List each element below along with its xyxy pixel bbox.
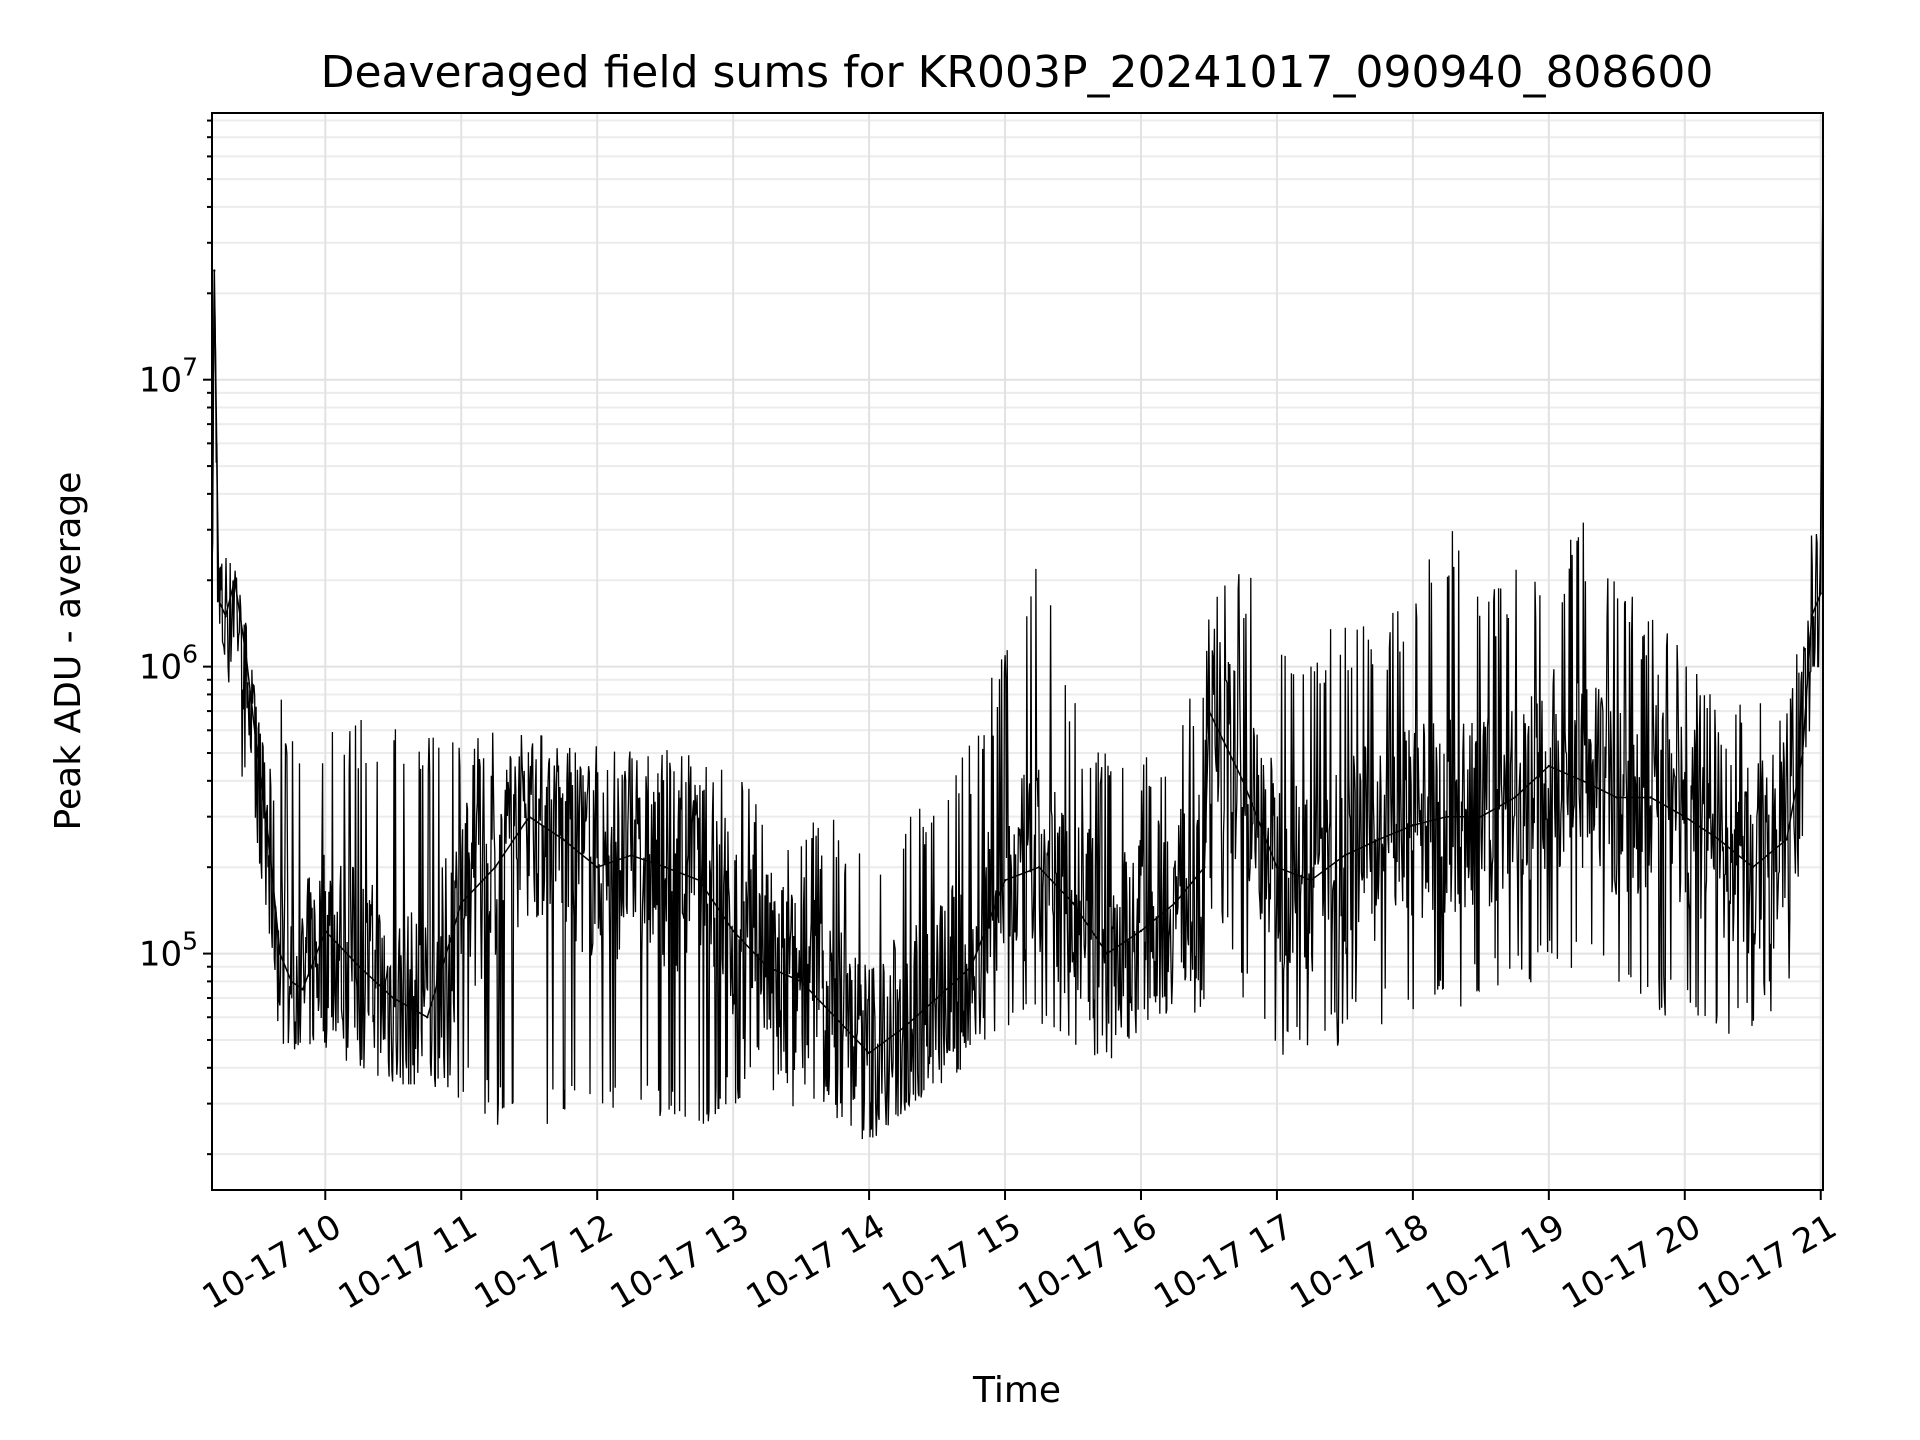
data-point bbox=[1139, 929, 1143, 933]
y-axis-label: Peak ADU - average bbox=[48, 472, 89, 831]
data-point bbox=[630, 854, 633, 857]
data-point bbox=[833, 1016, 837, 1019]
data-point bbox=[765, 965, 769, 968]
data-point bbox=[1801, 751, 1804, 755]
y-tick-label: 106 bbox=[139, 640, 198, 688]
data-point bbox=[290, 980, 293, 983]
data-point bbox=[1275, 866, 1279, 869]
data-point bbox=[1581, 779, 1585, 782]
plot-data bbox=[210, 155, 1825, 1140]
data-point bbox=[358, 965, 361, 968]
data-point bbox=[213, 269, 216, 272]
data-point bbox=[901, 1026, 905, 1030]
data-point bbox=[1037, 866, 1041, 869]
data-point bbox=[1751, 866, 1755, 869]
data-point bbox=[1547, 764, 1551, 768]
data-point bbox=[224, 614, 227, 618]
data-point bbox=[233, 579, 236, 582]
data-point bbox=[1479, 815, 1483, 818]
data-point bbox=[244, 653, 248, 656]
data-point bbox=[392, 996, 395, 1000]
data-point bbox=[1785, 838, 1788, 841]
data-point bbox=[969, 965, 973, 968]
x-axis-label: Time bbox=[972, 1370, 1061, 1411]
data-point bbox=[1615, 796, 1619, 799]
data-point bbox=[698, 879, 701, 882]
data-point bbox=[1513, 796, 1517, 799]
data-point bbox=[426, 1016, 429, 1019]
data-point bbox=[1003, 879, 1007, 882]
data-point bbox=[1203, 866, 1206, 869]
data-point bbox=[1810, 614, 1813, 618]
data-point bbox=[1445, 815, 1449, 818]
data-point bbox=[301, 988, 304, 991]
data-point bbox=[1343, 854, 1347, 857]
data-point bbox=[664, 866, 667, 869]
series-noise-trace bbox=[211, 206, 1824, 1140]
data-point bbox=[1207, 709, 1211, 713]
y-tick-label: 107 bbox=[139, 353, 198, 401]
chart-title: Deaveraged field sums for KR003P_2024101… bbox=[321, 47, 1714, 98]
data-point bbox=[731, 929, 735, 933]
data-point bbox=[596, 866, 599, 869]
data-point bbox=[1819, 592, 1822, 595]
data-point bbox=[867, 1051, 871, 1055]
data-point bbox=[1649, 796, 1653, 799]
data-point bbox=[1377, 838, 1381, 841]
data-point bbox=[1309, 879, 1313, 882]
data-point bbox=[1683, 815, 1687, 818]
data-point bbox=[935, 996, 939, 1000]
data-point bbox=[562, 838, 565, 841]
data-point bbox=[324, 929, 327, 933]
data-point bbox=[1105, 952, 1109, 955]
data-point bbox=[256, 751, 259, 755]
data-point bbox=[217, 599, 220, 602]
y-tick-label: 105 bbox=[139, 927, 198, 975]
y-axis-ticks: 105 106 107 bbox=[139, 119, 212, 1156]
data-point bbox=[1717, 838, 1721, 841]
data-point bbox=[267, 838, 270, 841]
data-point bbox=[528, 815, 531, 818]
data-point bbox=[1241, 779, 1245, 782]
data-point bbox=[1173, 901, 1177, 905]
data-point bbox=[494, 866, 497, 869]
data-point bbox=[1411, 824, 1415, 827]
data-point bbox=[278, 952, 282, 955]
data-point bbox=[799, 980, 803, 983]
plot-frame bbox=[211, 112, 1824, 1191]
series-line bbox=[211, 156, 1824, 1055]
data-point bbox=[460, 901, 463, 905]
data-point bbox=[1071, 901, 1075, 905]
